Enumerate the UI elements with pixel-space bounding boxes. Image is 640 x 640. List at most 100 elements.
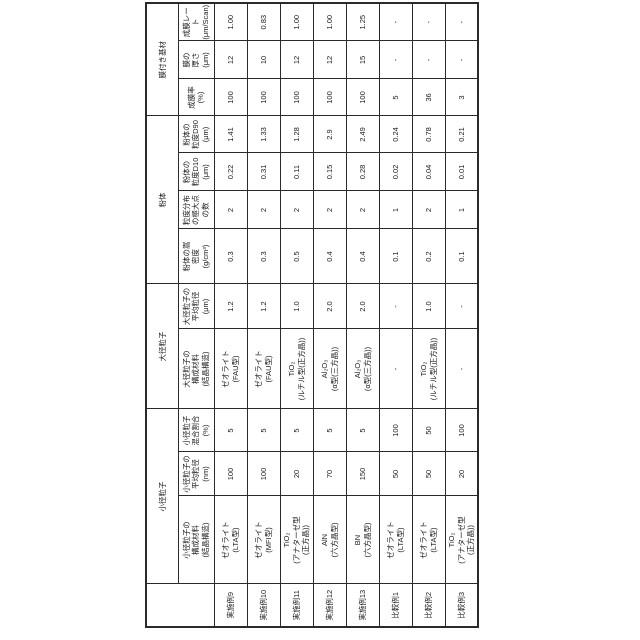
table-cell: - xyxy=(379,283,412,329)
table-cell: 0.4 xyxy=(346,228,379,284)
table-cell: 1.00 xyxy=(214,2,247,41)
table-cell: 2.49 xyxy=(346,115,379,153)
row-label: 実施例13 xyxy=(346,584,379,627)
group-header-small-particle: 小径粒子 xyxy=(146,408,178,584)
table-cell: 1.0 xyxy=(280,283,313,329)
table-cell: 0.11 xyxy=(280,152,313,191)
table-cell: 0.15 xyxy=(313,152,346,191)
table-cell: 12 xyxy=(280,40,313,79)
table-cell: 50 xyxy=(379,452,412,496)
table-row-example13: 実施例13 BN (六方晶型) 150 5 Al₂O₃ (α型(三方晶)) 2.… xyxy=(346,2,379,627)
table-cell: 5 xyxy=(346,408,379,452)
table-cell: ゼオライト (LTA型) xyxy=(379,496,412,584)
table-cell: ゼオライト (FAU型) xyxy=(214,328,247,409)
table-cell: 2.0 xyxy=(313,283,346,329)
column-header-row: 小径粒子の 構成材料 (結晶構造) 小径粒子の 平均粒径 (nm) 小径粒子 混… xyxy=(178,2,214,627)
table-cell: 12 xyxy=(313,40,346,79)
table-row-example9: 実施例9 ゼオライト (LTA型) 100 5 ゼオライト (FAU型) 1.2… xyxy=(214,2,247,627)
table-cell: 1.0 xyxy=(412,283,445,329)
row-label: 実施例9 xyxy=(214,584,247,627)
table-cell: ゼオライト (LTA型) xyxy=(214,496,247,584)
table-cell: 0.3 xyxy=(214,228,247,284)
table-cell: 0.04 xyxy=(412,152,445,191)
table-cell: 2 xyxy=(214,190,247,229)
group-header-row: 小径粒子 大径粒子 粉体 膜付き基材 xyxy=(146,2,214,627)
table-cell: 100 xyxy=(379,408,412,452)
table-cell: 0.22 xyxy=(214,152,247,191)
table-cell: 2 xyxy=(346,190,379,229)
table-row-comparative1: 比較例1 ゼオライト (LTA型) 50 100 - - 0.1 1 0.02 … xyxy=(379,2,412,627)
table-cell: 100 xyxy=(247,452,280,496)
column-header-d90: 粉体の 粒度D90 (μm) xyxy=(178,115,214,153)
table-cell: 100 xyxy=(214,78,247,116)
table-cell: - xyxy=(445,328,478,409)
table-cell: 0.5 xyxy=(280,228,313,284)
column-header-mix-ratio: 小径粒子 混合割合 (%) xyxy=(178,408,214,452)
table-cell: - xyxy=(445,40,478,79)
table-cell: 1.00 xyxy=(313,2,346,41)
table-cell: 1.2 xyxy=(214,283,247,329)
table-cell: 15 xyxy=(346,40,379,79)
column-header-large-material: 大径粒子の 構成材料 (結晶構造) xyxy=(178,328,214,409)
table-cell: 0.4 xyxy=(313,228,346,284)
table-cell: 100 xyxy=(214,452,247,496)
column-header-small-size: 小径粒子の 平均粒径 (nm) xyxy=(178,452,214,496)
table-cell: 70 xyxy=(313,452,346,496)
table-cell: 0.1 xyxy=(379,228,412,284)
table-cell: 0.01 xyxy=(445,152,478,191)
table-cell: 1 xyxy=(445,190,478,229)
table-cell: 2 xyxy=(247,190,280,229)
column-header-bulk-density: 粉体の嵩 密度 (g/cm³) xyxy=(178,228,214,284)
table-cell: 100 xyxy=(280,78,313,116)
row-label: 実施例11 xyxy=(280,584,313,627)
table-cell: 5 xyxy=(379,78,412,116)
column-header-deposition-rate: 成膜レート (μm/Scan) xyxy=(178,2,214,41)
table-cell: 2 xyxy=(313,190,346,229)
table-cell: 50 xyxy=(412,408,445,452)
table-cell: 100 xyxy=(313,78,346,116)
table-cell: Al₂O₃ (α型(三方晶)) xyxy=(346,328,379,409)
table-cell: - xyxy=(445,283,478,329)
table-cell: 0.21 xyxy=(445,115,478,153)
table-cell: 100 xyxy=(346,78,379,116)
table-cell: TiO₂ (アナターゼ型 (正方晶)) xyxy=(280,496,313,584)
table-cell: BN (六方晶型) xyxy=(346,496,379,584)
table-cell: 0.31 xyxy=(247,152,280,191)
table-cell: 0.28 xyxy=(346,152,379,191)
experiment-comparison-table: 小径粒子 大径粒子 粉体 膜付き基材 小径粒子の 構成材料 (結晶構造) 小径粒… xyxy=(145,1,479,628)
table-cell: 0.1 xyxy=(445,228,478,284)
table-cell: 0.83 xyxy=(247,2,280,41)
table-cell: ゼオライト (LTA型) xyxy=(412,496,445,584)
table-cell: 1.2 xyxy=(247,283,280,329)
table-cell: 0.02 xyxy=(379,152,412,191)
table-cell: - xyxy=(379,328,412,409)
table-cell: 36 xyxy=(412,78,445,116)
table-cell: ゼオライト (MFI型) xyxy=(247,496,280,584)
table-cell: 1.28 xyxy=(280,115,313,153)
column-header-film-rate: 成膜率 (%) xyxy=(178,78,214,116)
column-header-large-size: 大径粒子の 平均粒径 (μm) xyxy=(178,283,214,329)
table-cell: 10 xyxy=(247,40,280,79)
table-row-comparative2: 比較例2 ゼオライト (LTA型) 50 50 TiO₂ (ルチル型(正方晶))… xyxy=(412,2,445,627)
table-cell: 2 xyxy=(280,190,313,229)
table-cell: 1.25 xyxy=(346,2,379,41)
table-cell: 1.41 xyxy=(214,115,247,153)
table-cell: - xyxy=(412,2,445,41)
table-cell: 0.3 xyxy=(247,228,280,284)
table-cell: - xyxy=(445,2,478,41)
table-cell: 5 xyxy=(214,408,247,452)
table-cell: 100 xyxy=(445,408,478,452)
table-row-comparative3: 比較例3 TiO₂ (アナターゼ型 (正方晶)) 20 100 - - 0.1 … xyxy=(445,2,478,627)
table-cell: 5 xyxy=(280,408,313,452)
column-header-peak-count: 粒度分布 の極大点 の数 xyxy=(178,190,214,229)
table-cell: 0.24 xyxy=(379,115,412,153)
table-cell: 2.9 xyxy=(313,115,346,153)
column-header-film-thickness: 膜の 厚さ (μm) xyxy=(178,40,214,79)
table-cell: ゼオライト (FAU型) xyxy=(247,328,280,409)
table-cell: 0.2 xyxy=(412,228,445,284)
table-cell: 1.00 xyxy=(280,2,313,41)
table-cell: 3 xyxy=(445,78,478,116)
table-cell: - xyxy=(379,40,412,79)
